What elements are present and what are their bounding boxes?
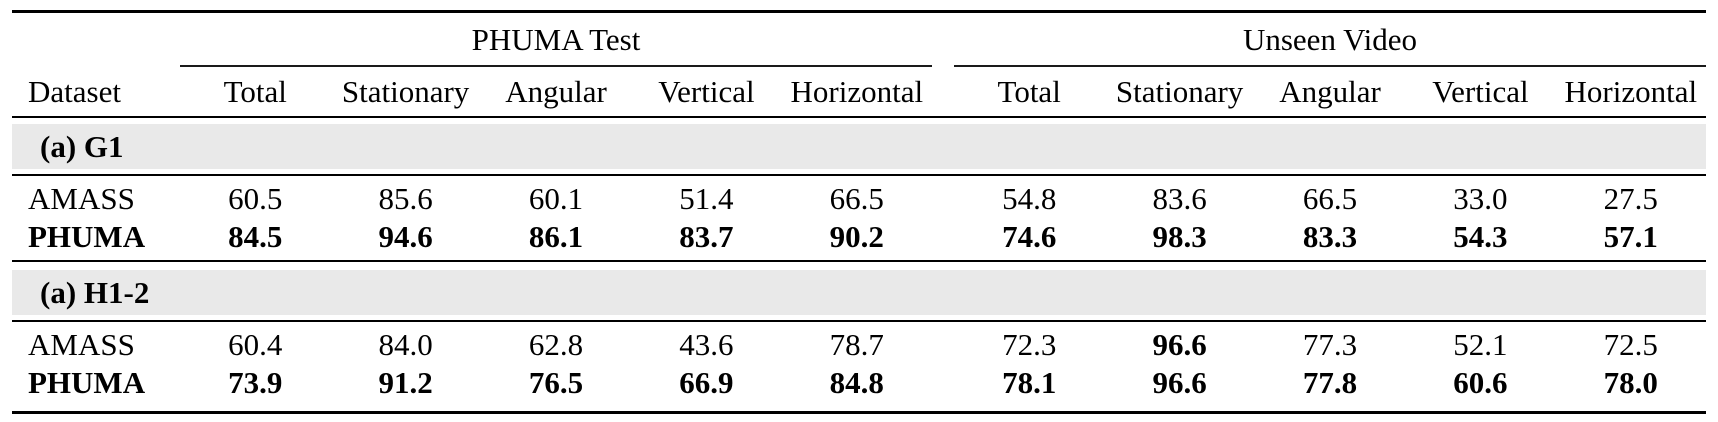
value-cell: 54.3 [1453, 218, 1508, 254]
section-h1-2-rule [12, 320, 1706, 322]
section-header-h1-2: (a) H1-2 [12, 270, 1706, 315]
table-row-h12-phuma: PHUMA 73.9 91.2 76.5 66.9 84.8 78.1 96.6… [12, 363, 1706, 401]
top-rule [12, 10, 1706, 13]
header-phuma-angular: Angular [505, 74, 607, 109]
value-cell: 33.0 [1453, 180, 1508, 216]
column-header-row: Dataset Total Stationary Angular Vertica… [12, 67, 1706, 116]
value-cell: 73.9 [228, 364, 283, 400]
value-cell: 84.8 [829, 364, 884, 400]
value-cell: 66.9 [679, 364, 734, 400]
value-cell: 57.1 [1603, 218, 1658, 254]
value-cell: 72.5 [1603, 326, 1658, 362]
value-cell: 86.1 [528, 218, 584, 254]
value-cell: 78.7 [829, 326, 884, 362]
value-cell: 78.1 [1002, 364, 1057, 400]
value-cell: 60.5 [228, 180, 283, 216]
header-phuma-total: Total [223, 74, 287, 109]
header-unseen-angular: Angular [1279, 74, 1381, 109]
header-bottom-rule [12, 116, 1706, 118]
header-phuma-vertical: Vertical [658, 74, 755, 109]
section-g1-rule [12, 174, 1706, 176]
value-cell: 96.6 [1152, 364, 1207, 400]
section-header-g1: (a) G1 [12, 124, 1706, 169]
section-title: (a) H1-2 [40, 274, 150, 310]
table-row-h12-amass: AMASS 60.4 84.0 62.8 43.6 78.7 72.3 96.6… [12, 325, 1706, 363]
value-cell: 62.8 [528, 326, 584, 362]
col-group-phuma-test: PHUMA Test [471, 21, 641, 57]
header-unseen-stationary: Stationary [1115, 74, 1244, 109]
value-cell: 84.5 [228, 218, 283, 254]
value-cell: 60.4 [228, 326, 283, 362]
value-cell: 27.5 [1603, 180, 1658, 216]
value-cell: 76.5 [528, 364, 584, 400]
header-phuma-stationary: Stationary [341, 74, 470, 109]
value-cell: 60.6 [1453, 364, 1508, 400]
row-label: AMASS [28, 326, 135, 362]
table-row-g1-phuma: PHUMA 84.5 94.6 86.1 83.7 90.2 74.6 98.3… [12, 217, 1706, 255]
value-cell: 66.5 [1302, 180, 1358, 216]
value-cell: 72.3 [1002, 326, 1057, 362]
unseen-video-group-rule [954, 65, 1706, 67]
value-cell: 74.6 [1002, 218, 1057, 254]
value-cell: 98.3 [1152, 218, 1207, 254]
header-unseen-vertical: Vertical [1432, 74, 1529, 109]
value-cell: 83.6 [1152, 180, 1207, 216]
row-label: PHUMA [28, 218, 146, 254]
value-cell: 54.8 [1002, 180, 1057, 216]
value-cell: 77.8 [1302, 364, 1358, 400]
value-cell: 94.6 [378, 218, 433, 254]
header-phuma-horizontal: Horizontal [790, 74, 924, 109]
value-cell: 77.3 [1302, 326, 1358, 362]
column-group-header-row: PHUMA Test Unseen Video [12, 13, 1706, 65]
row-label: AMASS [28, 180, 135, 216]
value-cell: 85.6 [378, 180, 433, 216]
section-title: (a) G1 [40, 128, 124, 164]
header-unseen-horizontal: Horizontal [1564, 74, 1698, 109]
phuma-test-group-rule [180, 65, 932, 67]
value-cell: 96.6 [1152, 326, 1207, 362]
value-cell: 83.3 [1302, 218, 1358, 254]
value-cell: 78.0 [1603, 364, 1658, 400]
value-cell: 84.0 [378, 326, 433, 362]
value-cell: 83.7 [679, 218, 734, 254]
row-label: PHUMA [28, 364, 146, 400]
value-cell: 51.4 [679, 180, 734, 216]
group-underline-row [12, 65, 1706, 67]
value-cell: 91.2 [378, 364, 433, 400]
value-cell: 43.6 [679, 326, 734, 362]
header-unseen-total: Total [997, 74, 1061, 109]
value-cell: 60.1 [528, 180, 584, 216]
value-cell: 52.1 [1453, 326, 1508, 362]
col-group-unseen-video: Unseen Video [1242, 21, 1418, 57]
bottom-rule [12, 411, 1706, 414]
value-cell: 66.5 [829, 180, 884, 216]
table-row-g1-amass: AMASS 60.5 85.6 60.1 51.4 66.5 54.8 83.6… [12, 179, 1706, 217]
header-dataset: Dataset [28, 74, 121, 109]
value-cell: 90.2 [829, 218, 884, 254]
section-g1-end-rule [12, 260, 1706, 262]
